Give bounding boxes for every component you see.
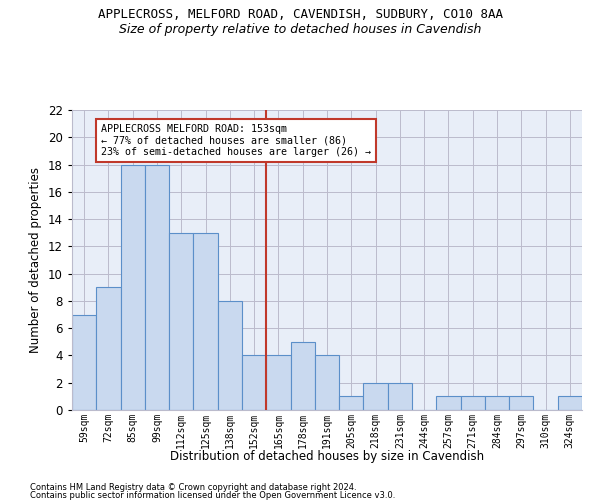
- Bar: [509, 396, 533, 410]
- Bar: [266, 356, 290, 410]
- Bar: [436, 396, 461, 410]
- Bar: [461, 396, 485, 410]
- Text: Contains public sector information licensed under the Open Government Licence v3: Contains public sector information licen…: [30, 491, 395, 500]
- Text: Size of property relative to detached houses in Cavendish: Size of property relative to detached ho…: [119, 22, 481, 36]
- Bar: [339, 396, 364, 410]
- Bar: [388, 382, 412, 410]
- Bar: [96, 288, 121, 410]
- Bar: [218, 301, 242, 410]
- Bar: [242, 356, 266, 410]
- Bar: [121, 164, 145, 410]
- Bar: [290, 342, 315, 410]
- Bar: [193, 232, 218, 410]
- Bar: [364, 382, 388, 410]
- Y-axis label: Number of detached properties: Number of detached properties: [29, 167, 43, 353]
- Text: APPLECROSS MELFORD ROAD: 153sqm
← 77% of detached houses are smaller (86)
23% of: APPLECROSS MELFORD ROAD: 153sqm ← 77% of…: [101, 124, 371, 157]
- Text: APPLECROSS, MELFORD ROAD, CAVENDISH, SUDBURY, CO10 8AA: APPLECROSS, MELFORD ROAD, CAVENDISH, SUD…: [97, 8, 503, 20]
- Text: Distribution of detached houses by size in Cavendish: Distribution of detached houses by size …: [170, 450, 484, 463]
- Bar: [558, 396, 582, 410]
- Bar: [485, 396, 509, 410]
- Bar: [72, 314, 96, 410]
- Bar: [169, 232, 193, 410]
- Bar: [145, 164, 169, 410]
- Bar: [315, 356, 339, 410]
- Text: Contains HM Land Registry data © Crown copyright and database right 2024.: Contains HM Land Registry data © Crown c…: [30, 482, 356, 492]
